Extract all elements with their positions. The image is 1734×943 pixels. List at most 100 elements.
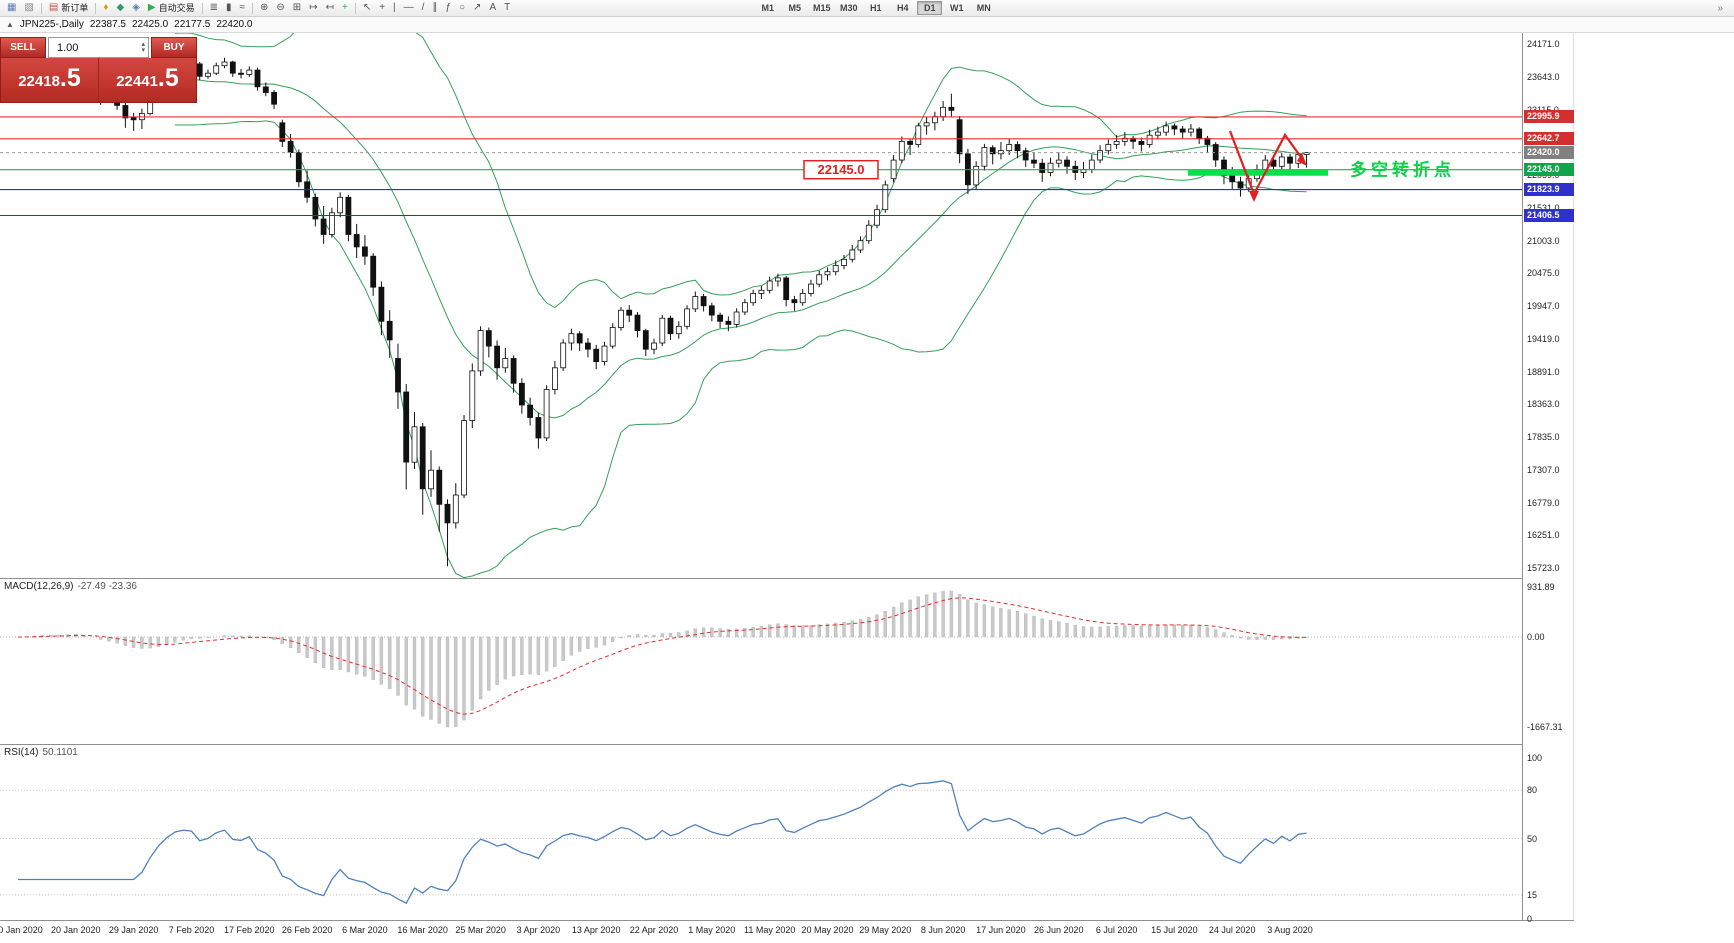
ohlc-low: 22177.5 [174,19,211,30]
text-icon: A [489,2,497,13]
rsi-indicator-label: RSI(14) 50.1101 [4,747,78,758]
timeframe-w1[interactable]: W1 [949,3,964,13]
sell-price[interactable]: 22418.5 [18,64,81,92]
timeframe-m15[interactable]: M15 [812,3,831,13]
text-label-button[interactable]: T [501,1,513,16]
line-chart-button[interactable]: ≈ [237,1,249,16]
rsi-line [18,780,1307,905]
timeframe-m30[interactable]: M30 [839,3,858,13]
profiles-icon: ▧ [24,2,34,13]
volume-input[interactable]: 1.00 ▴ ▾ [48,37,149,58]
crosshair-icon: + [379,2,386,13]
auto-trading-button[interactable]: ▶ 自动交易 [145,1,198,16]
sell-button[interactable]: SELL [0,37,46,58]
bar-chart-button[interactable]: ≣ [207,1,221,16]
data-window-icon: ◈ [132,2,140,13]
price-tick: 17835.0 [1527,432,1560,442]
annotation-note-text: 多空转折点 [1350,160,1455,180]
buy-button[interactable]: BUY [151,37,197,58]
price-label-22420.0: 22420.0 [1524,146,1574,160]
new-chart-button[interactable]: ▦ [4,1,19,16]
data-window-button[interactable]: ◈ [129,1,143,16]
toolbar-overflow-icon[interactable]: » [1717,2,1723,14]
cursor-icon: ↖ [362,2,372,13]
equidistant-channel-button[interactable]: ∥ [429,1,440,16]
timeframe-h4[interactable]: H4 [896,3,909,13]
auto-trading-icon: ▶ [147,2,156,13]
ohlc-high: 22425.0 [132,19,169,30]
date-label: 10 Jan 2020 [0,925,43,935]
rsi-indicator-panel[interactable] [0,744,1522,920]
volume-decrease-icon[interactable]: ▾ [141,46,145,54]
timeframe-d1[interactable]: D1 [917,1,943,15]
bar-chart-icon: ≣ [209,2,218,13]
chart-shift-button[interactable]: ↤ [323,1,337,16]
date-label: 22 Apr 2020 [629,925,679,935]
indicators-button[interactable]: + [339,1,351,16]
trendline-button[interactable]: / [419,1,428,16]
bollinger-bands [174,33,1307,578]
price-divider [98,58,99,102]
date-label: 29 Jan 2020 [108,925,159,935]
macd-values: -27.49 -23.36 [77,581,137,592]
favorites-button[interactable]: ♦ [100,1,111,16]
price-tick: 21003.0 [1527,235,1560,246]
price-tick: 15723.0 [1527,563,1560,573]
rsi-scale-label: 15 [1527,889,1538,900]
crosshair-button[interactable]: + [376,1,388,16]
arrows-button[interactable]: ↗ [470,1,484,16]
tile-windows-button[interactable]: ⊞ [290,1,304,16]
cursor-button[interactable]: ↖ [360,1,374,16]
price-tick: 19419.0 [1527,333,1560,344]
price-tick: 16779.0 [1527,497,1560,508]
ohlc-open: 22387.5 [89,19,126,30]
volume-value: 1.00 [57,41,79,54]
date-label: 6 Mar 2020 [342,925,388,935]
new-order-button[interactable]: ▤ 新订单 [46,1,91,16]
macd-histogram [32,590,1309,728]
main-price-chart[interactable]: 22145.0 多空转折点 [0,33,1522,578]
timeframe-m5[interactable]: M5 [788,3,801,13]
market-watch-button[interactable]: ◆ [113,1,127,16]
zoom-in-button[interactable]: ⊕ [257,1,271,16]
buy-price[interactable]: 22441.5 [116,64,179,92]
vertical-line-button[interactable]: | [390,1,399,16]
fibonacci-icon: ƒ [445,2,451,13]
candlestick-chart-button[interactable]: ▮ [223,1,235,16]
macd-scale-label: 931.89 [1527,582,1555,592]
line-chart-icon: ≈ [239,2,246,13]
time-axis[interactable]: 10 Jan 2020 20 Jan 2020 29 Jan 2020 7 Feb 2… [0,920,1574,942]
bollinger-middle-band [174,78,1307,419]
auto-scroll-button[interactable]: ↦ [306,1,320,16]
volume-increase-icon[interactable]: ▴ [141,40,145,48]
profiles-button[interactable]: ▧ [21,1,36,16]
date-label: 20 May 2020 [801,925,854,935]
text-button[interactable]: A [486,1,499,16]
shapes-icon: ○ [459,2,466,13]
chart-symbol-period: JPN225-,Daily [19,19,84,30]
macd-indicator-panel[interactable] [0,578,1522,744]
shapes-button[interactable]: ○ [456,1,468,16]
macd-scale-label: -1667.31 [1527,721,1563,732]
price-tag-box[interactable] [803,159,879,180]
trend-arrow-annotation[interactable] [1228,130,1304,197]
date-label: 1 May 2020 [688,925,736,935]
date-label: 20 Jan 2020 [51,925,101,935]
market-watch-icon: ◆ [116,2,125,13]
toolbar-separator [252,2,254,14]
date-label: 17 Feb 2020 [224,925,275,935]
tile-windows-icon: ⊞ [292,2,302,13]
chart-title-bar: ▲ JPN225-,Daily 22387.5 22425.0 22177.5 … [0,17,1734,33]
timeframe-h1[interactable]: H1 [869,3,882,13]
horizontal-line-button[interactable]: ― [401,1,417,16]
price-scale[interactable]: 24171.023643.023115.022587.022059.021531… [1522,33,1574,924]
timeframe-mn[interactable]: MN [976,3,991,13]
zoom-out-button[interactable]: ⊖ [273,1,287,16]
price-tick: 24171.0 [1527,39,1560,49]
bid-ask-display[interactable]: 22418.5 22441.5 [0,58,197,103]
timeframe-m1[interactable]: M1 [761,3,774,13]
favorites-icon: ♦ [103,2,109,13]
fibonacci-button[interactable]: ƒ [442,1,454,16]
zoom-out-icon: ⊖ [276,2,285,13]
